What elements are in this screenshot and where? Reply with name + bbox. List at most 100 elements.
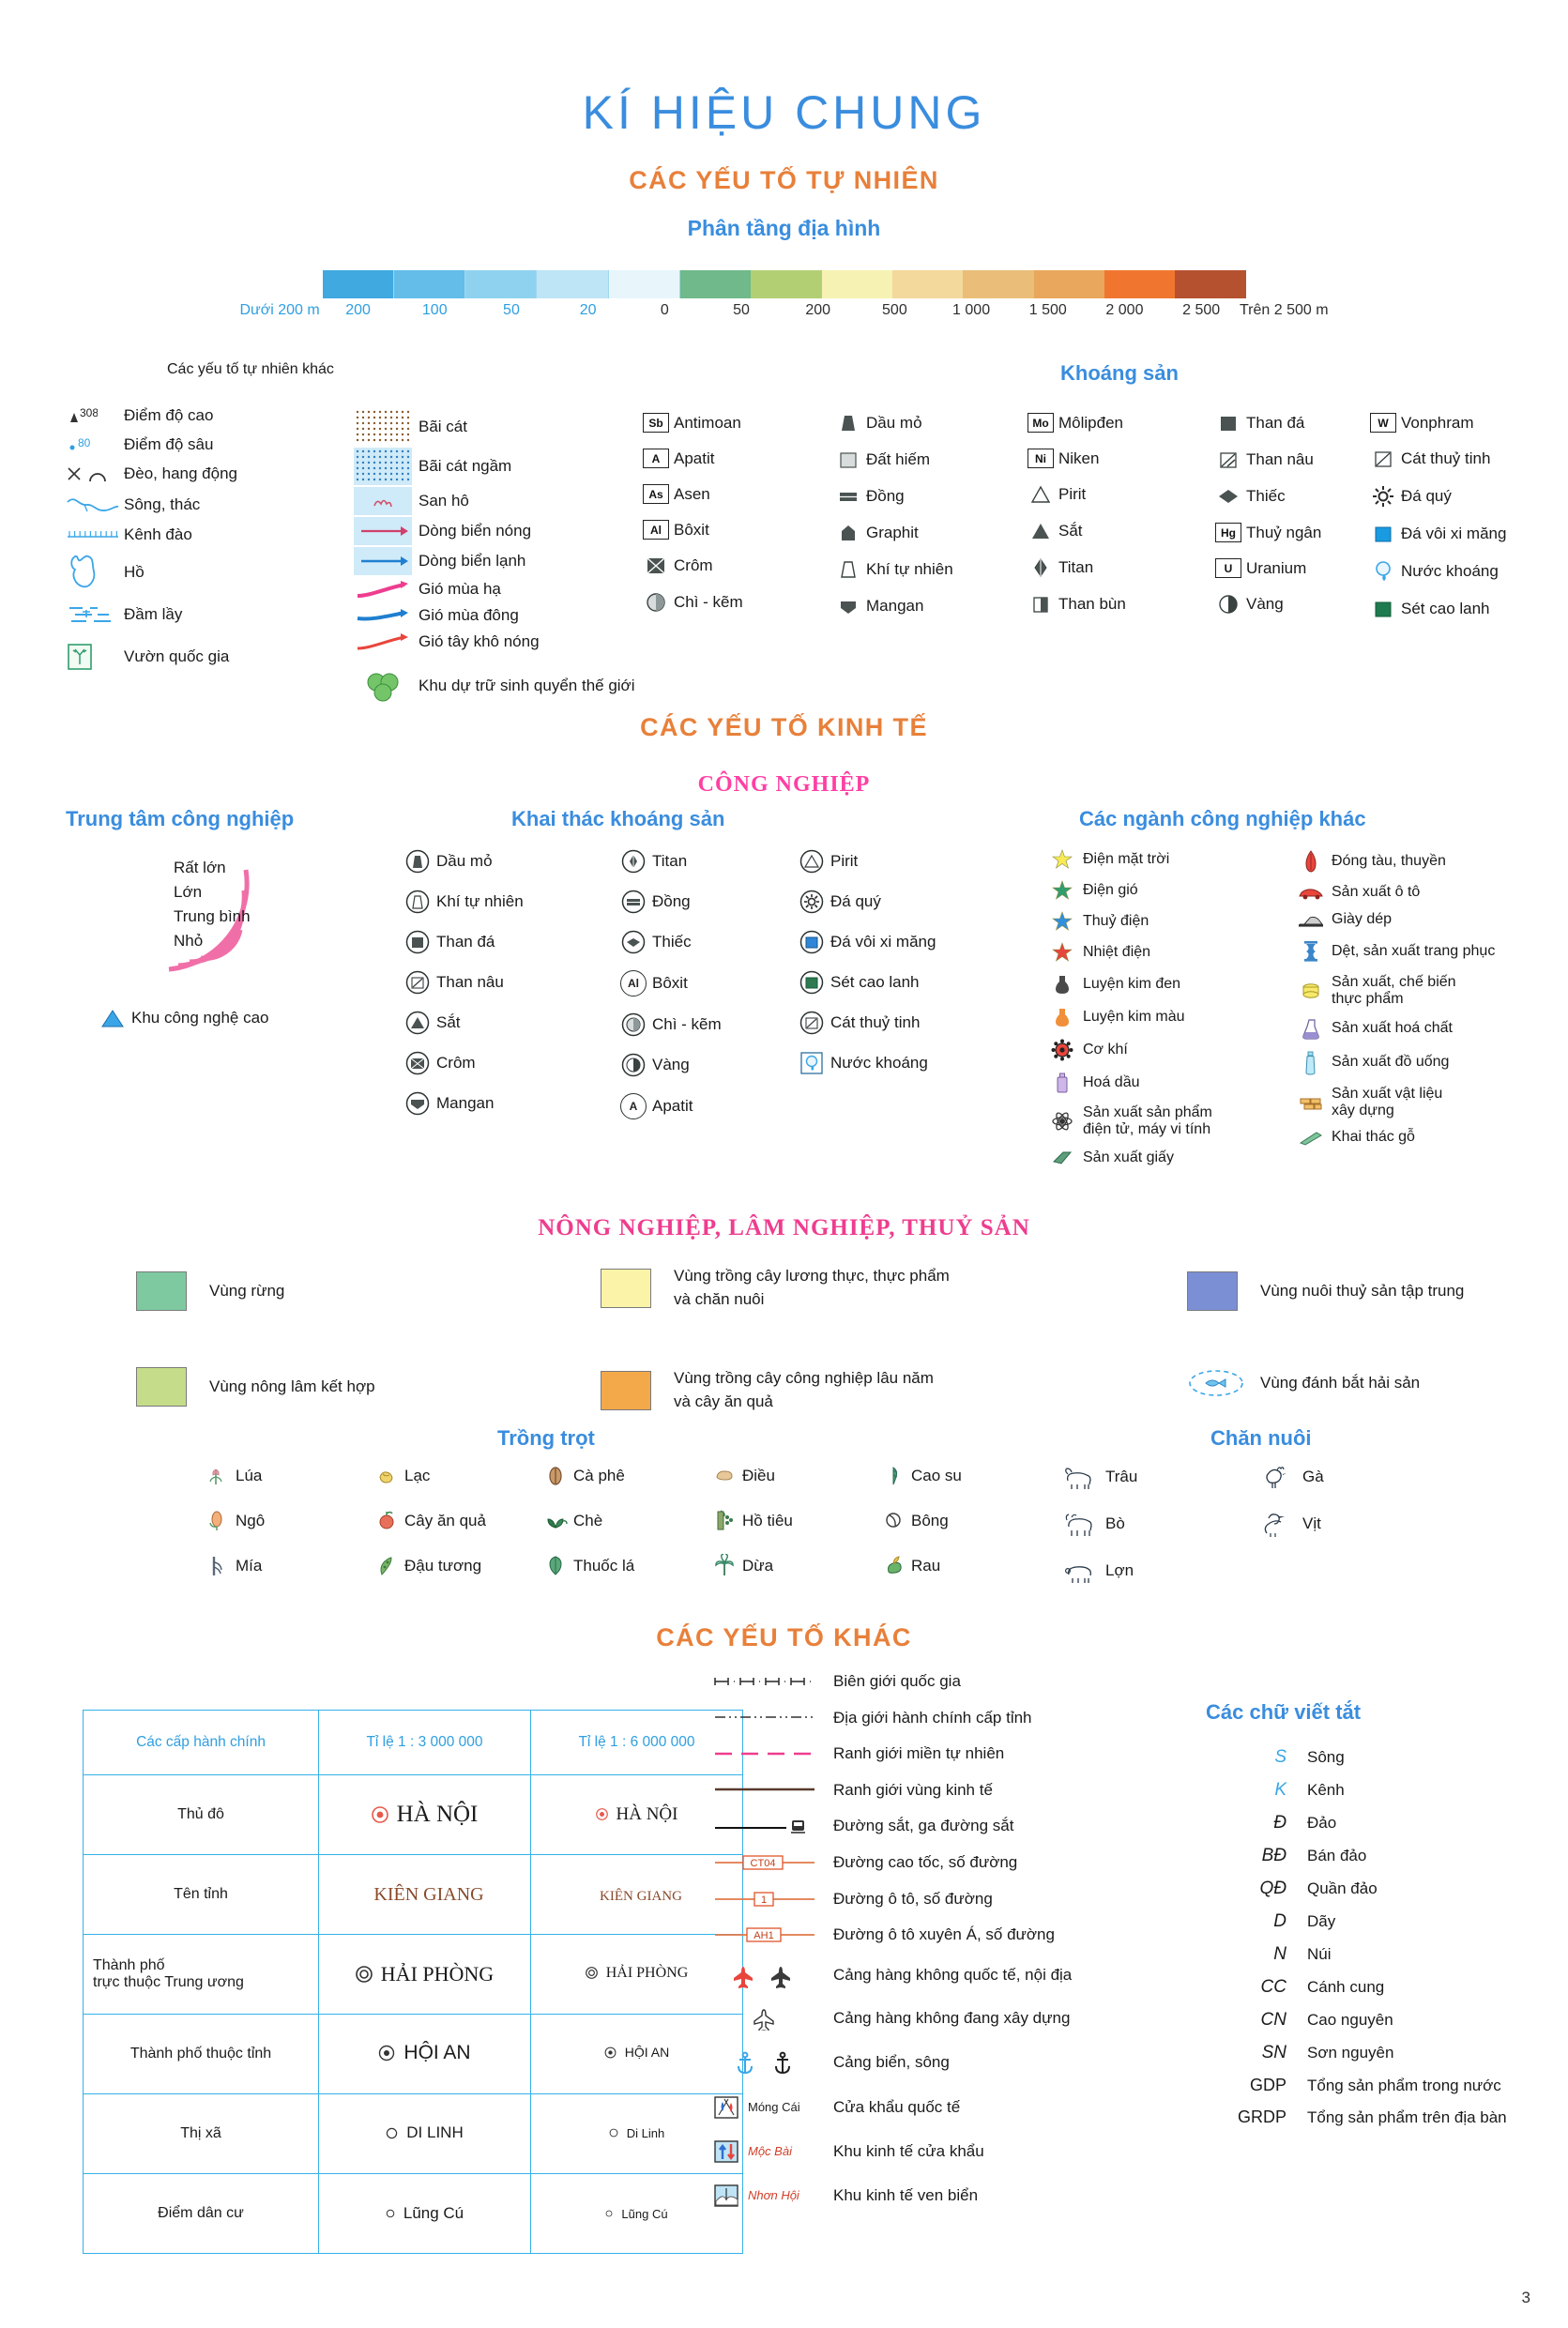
coal-icon	[1210, 413, 1246, 434]
cashew-icon	[708, 1464, 742, 1488]
buffalo-label: Trâu	[1105, 1468, 1138, 1486]
zone-row: Vùng nông lâm kết hợp	[136, 1367, 446, 1407]
abbreviation-value: Cao nguyên	[1307, 2011, 1393, 2029]
relief-band-8	[892, 270, 964, 298]
kaolin-circle-label: Sét cao lanh	[830, 973, 920, 992]
symbol-box: Ni	[1028, 449, 1054, 468]
mercury-label: Thuỷ ngân	[1246, 523, 1322, 541]
rare-earth: Đất hiếm	[830, 449, 1028, 470]
town-marker-icon	[386, 2127, 398, 2139]
lead-zinc-circle: Chì - kẽm	[615, 1012, 793, 1037]
rubber-label: Cao su	[911, 1467, 962, 1485]
town-marker-icon	[609, 2128, 618, 2138]
mechanical-label: Cơ khí	[1083, 1041, 1128, 1057]
subsection-title-relief: Phân tầng địa hình	[687, 216, 881, 240]
rubber: Cao su	[877, 1464, 1046, 1488]
pyrite-circle: Pirit	[793, 849, 999, 874]
shipbuilding: Đóng tàu, thuyền	[1290, 849, 1562, 874]
beverage-label: Sản xuất đồ uống	[1332, 1054, 1450, 1071]
rice-icon	[202, 1464, 236, 1488]
glass-sand: Cát thuỷ tinh	[1365, 449, 1562, 469]
abbreviations-list: S Sông K Kênh Đ Đảo BĐ Bán đảo QĐ Quần đảo D Dãy N Nú…	[1206, 1747, 1568, 2139]
gold-circle: Vàng	[615, 1053, 793, 1077]
canal-icon	[66, 526, 124, 543]
border-gate-icon: Móng Cái	[713, 2094, 833, 2121]
submerged-sand-label: Bãi cát ngầm	[419, 457, 512, 476]
tungsten: W Vonphram	[1365, 413, 1562, 433]
abbreviation-row: GRDP Tổng sản phẩm trên địa bàn	[1206, 2107, 1568, 2127]
manganese-label: Mangan	[866, 597, 924, 616]
cold-current: Dòng biển lạnh	[347, 547, 657, 575]
summer-monsoon-label: Gió mùa hạ	[419, 580, 501, 599]
relief-band-12	[1175, 270, 1246, 298]
hitech-triangle-icon	[94, 1009, 131, 1027]
coconut-icon	[708, 1554, 742, 1578]
summer-monsoon: Gió mùa hạ	[347, 577, 657, 601]
abbreviation-row: CN Cao nguyên	[1206, 2010, 1568, 2031]
fruit-tree-label: Cây ăn quả	[404, 1512, 486, 1530]
admin-levels-table: Các cấp hành chính Tỉ lệ 1 : 3 000 000 Tỉ …	[83, 1710, 743, 2254]
abbreviation-value: Sông	[1307, 1748, 1345, 1766]
apatite-circle-icon: A	[615, 1093, 652, 1119]
abbreviation-key: QĐ	[1259, 1879, 1287, 1898]
industry-size-3: Nhỏ	[174, 932, 204, 950]
footwear-label: Giày dép	[1332, 911, 1393, 928]
agriculture-zones-column-1: Vùng rừng Vùng nông lâm kết hợp	[136, 1271, 446, 1463]
abbreviation-row: SN Sơn nguyên	[1206, 2043, 1568, 2063]
zone-swatch	[1187, 1271, 1238, 1311]
lead-zinc-circle-icon	[615, 1012, 652, 1037]
settlement-marker-icon	[386, 2209, 395, 2218]
relief-band-4	[608, 270, 681, 298]
building-materials: Sản xuất vật liệu xây dựng	[1290, 1086, 1562, 1120]
admin-level-name: Thủ đô	[83, 1774, 319, 1855]
gold-label: Vàng	[1246, 595, 1284, 614]
symbol-box: Mo	[1028, 413, 1054, 433]
depth-point-label: Điểm độ sâu	[124, 435, 214, 454]
other-element-label: Địa giới hành chính cấp tỉnh	[833, 1708, 1032, 1727]
iron: Sắt	[1023, 521, 1201, 541]
admin-levels-table-wrap: Các cấp hành chính Tỉ lệ 1 : 3 000 000 Tỉ …	[83, 1710, 743, 2254]
kaolin-clay-label: Sét cao lanh	[1401, 600, 1490, 618]
highway-icon: 1	[713, 1891, 833, 1907]
duck-label: Vịt	[1302, 1514, 1321, 1533]
coal-circle: Than đá	[399, 930, 577, 954]
railway: Đường sắt, ga đường sắt	[713, 1817, 1164, 1835]
peanut: Lạc	[371, 1464, 540, 1488]
canal: Kênh đào	[66, 525, 375, 544]
petrochemical: Hoá dầu	[1042, 1072, 1257, 1094]
pepper-icon	[708, 1509, 742, 1533]
admin-sample-3m: Lũng Cú	[318, 2173, 531, 2254]
cement-limestone-circle-icon	[793, 930, 830, 954]
airport-icon	[713, 1962, 833, 1988]
svg-text:80: 80	[78, 436, 91, 449]
city-central-marker-icon	[355, 1965, 373, 1983]
textile: Dệt, sản xuất trang phục	[1290, 939, 1562, 964]
pepper-label: Hồ tiêu	[742, 1512, 793, 1530]
gemstone-circle-icon	[793, 890, 830, 914]
peat: Than bùn	[1023, 594, 1201, 615]
mineral-water-label: Nước khoáng	[1401, 562, 1499, 581]
food-processing: Sản xuất, chế biến thực phẩm	[1290, 974, 1562, 1009]
cement-limestone: Đá vôi xi măng	[1365, 524, 1562, 544]
mining-column-3: Pirit Đá quý Đá vôi xi măng Sét cao lanh Cát…	[793, 849, 999, 1091]
bauxite-circle-icon: Al	[615, 970, 652, 997]
industry-center-size-labels: Rất lớn Lớn Trung bình Nhỏ	[174, 856, 251, 953]
pyrite-label: Pirit	[1058, 485, 1087, 504]
paper-icon	[1042, 1149, 1083, 1167]
chicken-icon	[1248, 1464, 1302, 1490]
fishing-zone-icon	[1187, 1367, 1260, 1399]
tin-circle-label: Thiếc	[652, 933, 692, 951]
swamp-label: Đầm lầy	[124, 604, 183, 623]
gemstone-circle: Đá quý	[793, 890, 999, 914]
sand-beach: Bãi cát	[347, 408, 657, 446]
antimony-icon: Sb	[638, 413, 674, 433]
other-element-label: Khu kinh tế ven biển	[833, 2186, 979, 2205]
tin-circle: Thiếc	[615, 930, 793, 954]
zone-label: Vùng nông lâm kết hợp	[209, 1377, 375, 1395]
rice-label: Lúa	[236, 1467, 263, 1485]
paper: Sản xuất giấy	[1042, 1149, 1257, 1167]
food-processing-icon	[1290, 981, 1332, 1000]
coal-circle-label: Than đá	[436, 933, 495, 951]
abbreviation-key: BĐ	[1261, 1846, 1286, 1865]
relief-band-0	[322, 270, 394, 298]
